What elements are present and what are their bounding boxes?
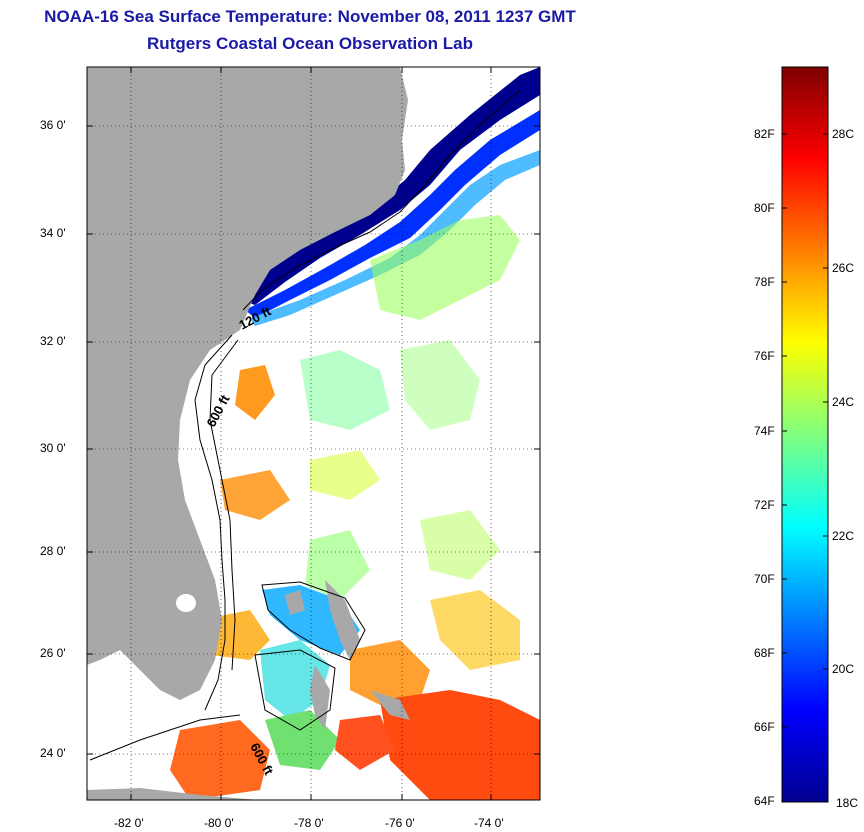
cb-c-18: 18C xyxy=(836,796,859,810)
lon-label-76: -76 0' xyxy=(385,816,415,830)
colorbar xyxy=(781,66,829,803)
cb-f-80: 80F xyxy=(754,201,775,215)
cb-c-26: 26C xyxy=(832,261,855,275)
cb-c-22: 22C xyxy=(832,529,855,543)
cb-f-76: 76F xyxy=(754,349,775,363)
cb-c-24: 24C xyxy=(832,395,855,409)
map-title: NOAA-16 Sea Surface Temperature: Novembe… xyxy=(44,7,576,26)
lon-label-74: -74 0' xyxy=(474,816,504,830)
cb-f-82: 82F xyxy=(754,127,775,141)
lat-label-34: 34 0' xyxy=(40,226,66,240)
lon-label-82: -82 0' xyxy=(114,816,144,830)
sst-data-layer xyxy=(170,67,540,800)
cb-c-28: 28C xyxy=(832,127,855,141)
cb-f-72: 72F xyxy=(754,498,775,512)
lat-label-32: 32 0' xyxy=(40,334,66,348)
cb-f-78: 78F xyxy=(754,275,775,289)
lon-label-80: -80 0' xyxy=(204,816,234,830)
map-border xyxy=(86,66,541,801)
lat-label-26: 26 0' xyxy=(40,646,66,660)
cb-f-68: 68F xyxy=(754,646,775,660)
cb-f-70: 70F xyxy=(754,572,775,586)
map-subtitle: Rutgers Coastal Ocean Observation Lab xyxy=(147,34,473,53)
depth-contours xyxy=(89,89,521,761)
cb-f-64: 64F xyxy=(754,794,775,808)
lon-label-78: -78 0' xyxy=(294,816,324,830)
cb-c-20: 20C xyxy=(832,662,855,676)
lat-label-30: 30 0' xyxy=(40,441,66,455)
lat-label-36: 36 0' xyxy=(40,118,66,132)
axis-ticks xyxy=(87,67,540,800)
colorbar-ticks xyxy=(782,133,828,728)
cb-f-74: 74F xyxy=(754,424,775,438)
lat-label-24: 24 0' xyxy=(40,746,66,760)
cb-f-66: 66F xyxy=(754,720,775,734)
lat-label-28: 28 0' xyxy=(40,544,66,558)
